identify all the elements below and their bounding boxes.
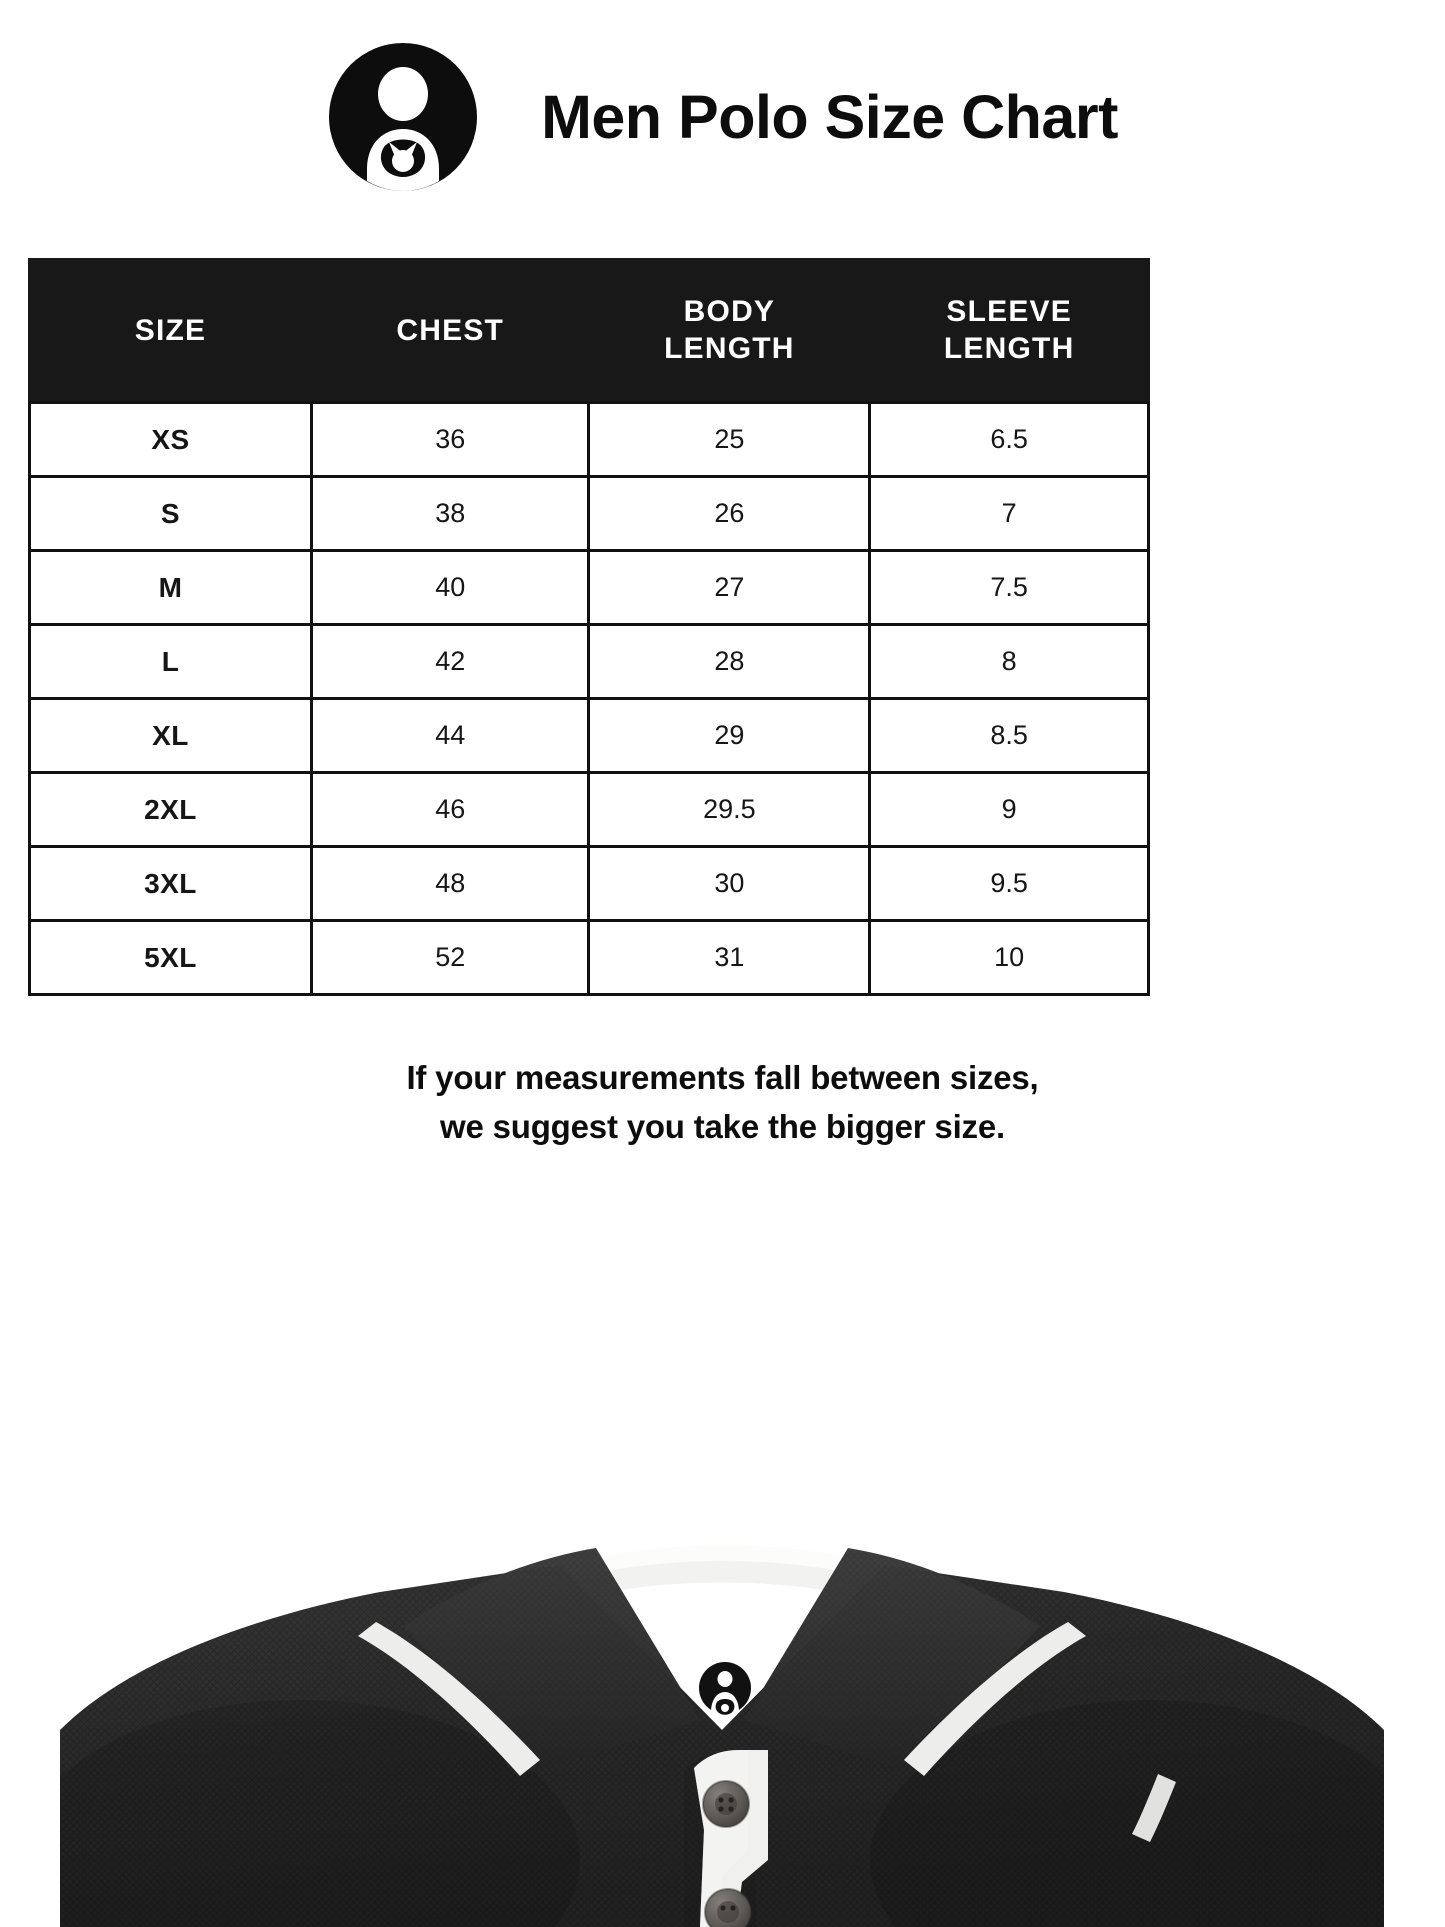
table-row: 2XL 46 29.5 9: [28, 771, 1150, 848]
cell-size: XS: [28, 401, 313, 478]
chest-logo-badge: [699, 1662, 751, 1716]
cell-chest: 46: [309, 771, 591, 848]
column-header-body-length-line2: LENGTH: [664, 332, 795, 365]
note-line-2: we suggest you take the bigger size.: [440, 1107, 1005, 1145]
page-header: Men Polo Size Chart: [0, 0, 1445, 200]
cell-sleeve-length: 6.5: [868, 401, 1150, 478]
note-line-1: If your measurements fall between sizes,: [406, 1059, 1039, 1096]
cell-size: 2XL: [28, 771, 313, 848]
size-table-body: XS 36 25 6.5 S 38 26 7 M 40 27 7.5: [28, 401, 1150, 996]
cell-body-length: 29.5: [587, 771, 872, 848]
table-row: 5XL 52 31 10: [28, 919, 1150, 996]
column-header-chest: CHEST: [309, 258, 591, 404]
table-row: XS 36 25 6.5: [28, 401, 1150, 478]
person-badge-logo-icon: [327, 41, 479, 193]
column-header-body-length-line1: BODY: [683, 295, 776, 329]
tipping-accent-right: [1132, 1774, 1176, 1842]
page-title: Men Polo Size Chart: [541, 82, 1118, 151]
column-header-size-label: SIZE: [134, 313, 207, 347]
column-header-sleeve-length: SLEEVE LENGTH: [868, 258, 1150, 404]
cell-sleeve-length: 8: [868, 623, 1150, 700]
cell-body-length: 31: [587, 919, 872, 996]
column-header-size: SIZE: [28, 258, 313, 404]
cell-body-length: 28: [587, 623, 872, 700]
cell-chest: 48: [309, 845, 591, 922]
cell-size: 5XL: [28, 919, 313, 996]
cell-sleeve-length: 9.5: [868, 845, 1150, 922]
sizing-advice-note: If your measurements fall between sizes,…: [0, 1054, 1445, 1152]
collar-tipping-right: [904, 1622, 1086, 1776]
cell-chest: 36: [309, 401, 591, 478]
table-row: S 38 26 7: [28, 475, 1150, 552]
column-header-chest-label: CHEST: [396, 313, 505, 347]
column-header-sleeve-length-line2: LENGTH: [943, 332, 1075, 365]
cell-sleeve-length: 7.5: [868, 549, 1150, 626]
placket-button-bottom: [704, 1888, 752, 1927]
cell-chest: 40: [309, 549, 591, 626]
cell-size: M: [28, 549, 313, 626]
size-chart-table: SIZE CHEST BODY LENGTH SLEEVE LENGTH: [28, 258, 1150, 996]
cell-sleeve-length: 7: [868, 475, 1150, 552]
cell-body-length: 25: [587, 401, 872, 478]
size-table-container: SIZE CHEST BODY LENGTH SLEEVE LENGTH: [28, 258, 1150, 996]
column-header-sleeve-length-line1: SLEEVE: [946, 295, 1072, 329]
collar-tipping-left: [358, 1622, 540, 1776]
table-header-row: SIZE CHEST BODY LENGTH SLEEVE LENGTH: [28, 258, 1150, 404]
table-row: L 42 28 8: [28, 623, 1150, 700]
cell-size: L: [28, 623, 313, 700]
cell-sleeve-length: 9: [868, 771, 1150, 848]
cell-size: 3XL: [28, 845, 313, 922]
cell-size: XL: [28, 697, 313, 774]
cell-sleeve-length: 8.5: [868, 697, 1150, 774]
cell-body-length: 30: [587, 845, 872, 922]
cell-sleeve-length: 10: [868, 919, 1150, 996]
cell-chest: 42: [309, 623, 591, 700]
table-row: XL 44 29 8.5: [28, 697, 1150, 774]
table-row: M 40 27 7.5: [28, 549, 1150, 626]
polo-shirt-photo: [0, 1430, 1445, 1927]
cell-body-length: 27: [587, 549, 872, 626]
cell-chest: 38: [309, 475, 591, 552]
cell-chest: 52: [309, 919, 591, 996]
placket-button-top: [702, 1780, 750, 1828]
cell-chest: 44: [309, 697, 591, 774]
cell-size: S: [28, 475, 313, 552]
cell-body-length: 26: [587, 475, 872, 552]
table-row: 3XL 48 30 9.5: [28, 845, 1150, 922]
cell-body-length: 29: [587, 697, 872, 774]
column-header-body-length: BODY LENGTH: [587, 258, 872, 404]
